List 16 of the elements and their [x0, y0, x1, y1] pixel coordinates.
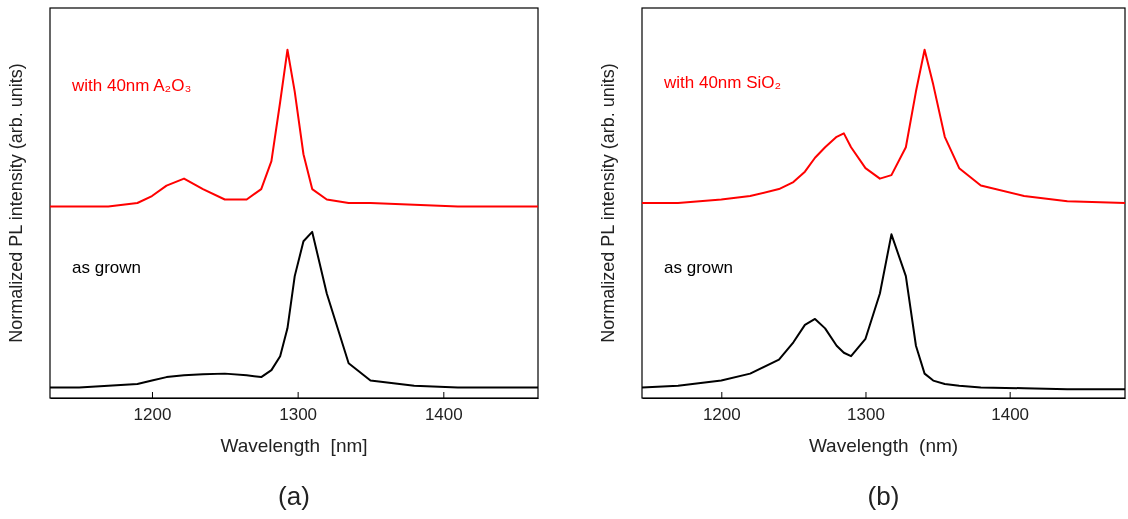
y-axis-title: Normalized PL intensity (arb. units) — [6, 63, 26, 343]
text: as grown — [72, 257, 141, 277]
x-tick-label: 1300 — [279, 405, 318, 425]
text: with 40nm A₂O₃ — [71, 76, 192, 96]
x-tick-label: 1200 — [133, 405, 172, 425]
x-axis-title: Wavelength [nm] — [220, 435, 368, 456]
x-axis-title: Wavelength (nm) — [808, 435, 959, 456]
x-tick-label: 1400 — [991, 405, 1030, 425]
y-axis-title: Normalized PL intensity (arb. units) — [598, 63, 618, 343]
x-tick-label: 1200 — [702, 405, 741, 425]
text: (b) — [867, 481, 900, 511]
text: (a) — [278, 481, 310, 511]
text: with 40nm SiO₂ — [663, 73, 782, 92]
x-tick-label: 1400 — [424, 405, 463, 425]
text: as grown — [664, 257, 733, 277]
x-tick-label: 1300 — [847, 405, 885, 425]
